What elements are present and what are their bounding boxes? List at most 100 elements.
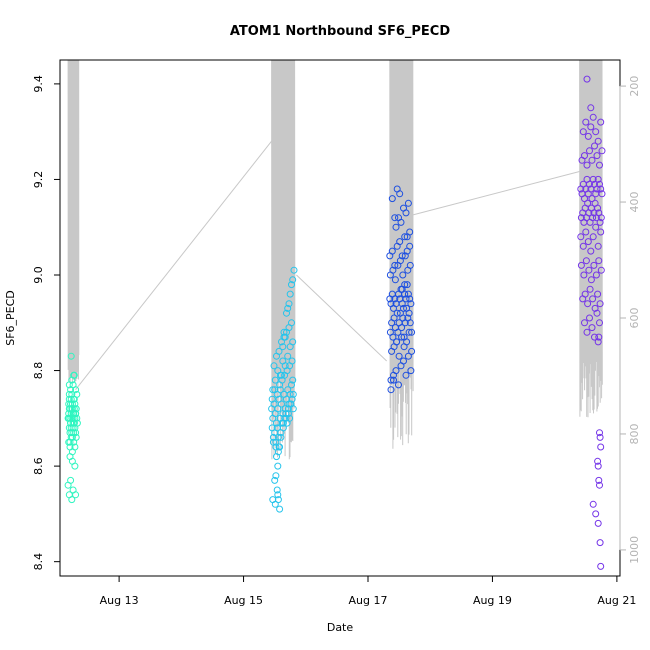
data-point bbox=[71, 443, 79, 451]
data-point bbox=[286, 290, 294, 298]
data-point bbox=[268, 395, 276, 403]
data-point bbox=[389, 333, 397, 341]
transit-line bbox=[411, 169, 586, 216]
data-point bbox=[397, 218, 405, 226]
data-point bbox=[594, 242, 602, 250]
data-point bbox=[592, 271, 600, 279]
data-point bbox=[583, 328, 591, 336]
y-tick-label: 9.2 bbox=[32, 171, 45, 189]
data-point bbox=[589, 500, 597, 508]
data-point bbox=[392, 223, 400, 231]
y-axis-left: 8.4 8.6 8.8 9.0 9.2 9.4 bbox=[32, 75, 61, 570]
data-points bbox=[64, 75, 606, 570]
data-point bbox=[595, 257, 603, 265]
data-point bbox=[594, 290, 602, 298]
data-point bbox=[596, 429, 603, 437]
data-point bbox=[406, 295, 414, 303]
data-point bbox=[70, 371, 78, 379]
data-point bbox=[594, 457, 602, 465]
data-point bbox=[401, 252, 409, 260]
transit-lines bbox=[75, 138, 586, 390]
data-point bbox=[288, 381, 295, 389]
data-point bbox=[396, 238, 404, 246]
data-point bbox=[271, 476, 279, 484]
data-point bbox=[289, 276, 297, 284]
data-point bbox=[597, 443, 605, 451]
data-point bbox=[581, 290, 589, 298]
y2-tick-label: 600 bbox=[628, 308, 641, 329]
data-point bbox=[597, 185, 605, 193]
data-point bbox=[391, 261, 399, 269]
data-point bbox=[290, 266, 298, 274]
data-point bbox=[404, 290, 412, 298]
data-point bbox=[596, 319, 603, 327]
data-point bbox=[274, 448, 282, 456]
y-tick-label: 8.6 bbox=[32, 457, 45, 475]
data-point bbox=[591, 333, 598, 341]
data-point bbox=[596, 539, 604, 547]
data-point bbox=[594, 519, 602, 527]
data-point bbox=[274, 462, 282, 470]
data-point bbox=[67, 352, 75, 360]
data-point bbox=[398, 252, 406, 260]
data-point bbox=[589, 214, 597, 222]
data-point bbox=[589, 233, 597, 241]
data-point bbox=[598, 190, 606, 198]
data-point bbox=[71, 424, 79, 432]
data-point bbox=[286, 390, 294, 398]
data-point bbox=[583, 161, 591, 169]
data-point bbox=[400, 304, 407, 312]
data-point bbox=[592, 128, 600, 136]
data-point bbox=[391, 295, 399, 303]
data-point bbox=[72, 429, 80, 437]
data-point bbox=[596, 180, 603, 188]
data-point bbox=[596, 300, 604, 308]
pressure-profile bbox=[389, 60, 414, 449]
data-point bbox=[271, 500, 279, 508]
data-point bbox=[390, 376, 397, 384]
data-point bbox=[393, 309, 401, 317]
data-point bbox=[403, 338, 411, 346]
data-point bbox=[586, 147, 593, 155]
data-point bbox=[579, 128, 587, 136]
data-point bbox=[270, 362, 278, 370]
data-point bbox=[273, 453, 280, 461]
x-tick-label: Aug 17 bbox=[349, 594, 388, 607]
data-point bbox=[73, 390, 81, 398]
data-point bbox=[402, 371, 410, 379]
chart-title: ATOM1 Northbound SF6_PECD bbox=[230, 24, 450, 39]
data-point bbox=[72, 433, 80, 441]
data-point bbox=[583, 75, 591, 83]
data-point bbox=[67, 400, 75, 408]
data-point bbox=[275, 347, 283, 355]
data-point bbox=[65, 390, 73, 398]
transit-line bbox=[75, 138, 274, 390]
data-point bbox=[406, 228, 414, 236]
data-point bbox=[587, 104, 595, 112]
data-point bbox=[388, 247, 396, 255]
data-point bbox=[289, 390, 297, 398]
data-point bbox=[577, 233, 585, 241]
data-point bbox=[587, 247, 595, 255]
pressure-profile bbox=[67, 60, 80, 384]
data-point bbox=[597, 266, 605, 274]
data-point bbox=[68, 429, 76, 437]
data-point bbox=[589, 295, 597, 303]
data-point bbox=[271, 376, 279, 384]
x-tick-label: Aug 19 bbox=[473, 594, 512, 607]
data-point bbox=[390, 314, 398, 322]
data-point bbox=[394, 328, 402, 336]
data-point bbox=[289, 338, 297, 346]
data-point bbox=[584, 132, 592, 140]
x-axis-label: Date bbox=[327, 621, 354, 634]
data-point bbox=[284, 352, 292, 360]
data-point bbox=[582, 228, 590, 236]
x-tick-label: Aug 13 bbox=[100, 594, 139, 607]
y-tick-label: 9.4 bbox=[32, 75, 45, 93]
y2-tick-label: 200 bbox=[628, 76, 641, 97]
data-point bbox=[68, 405, 76, 413]
data-point bbox=[597, 118, 605, 126]
data-point bbox=[71, 400, 79, 408]
data-point bbox=[276, 505, 284, 513]
plot-frame bbox=[59, 59, 621, 577]
